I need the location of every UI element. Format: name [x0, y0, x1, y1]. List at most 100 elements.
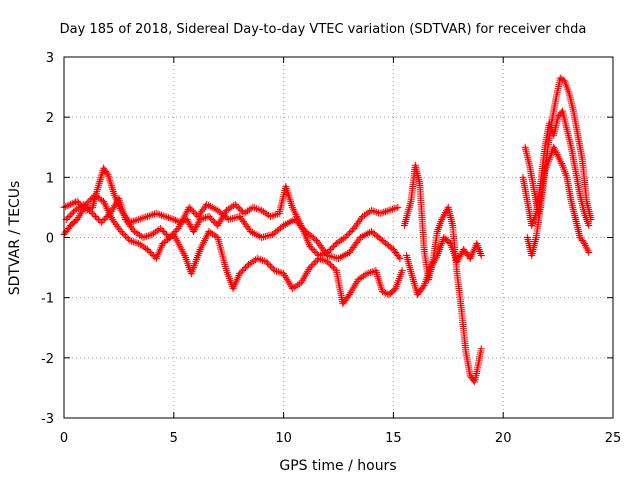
data-point	[372, 267, 380, 275]
data-point	[267, 231, 275, 239]
data-point	[100, 197, 108, 205]
data-point	[85, 197, 93, 205]
x-tick-label: 15	[385, 431, 402, 446]
data-point	[306, 243, 314, 251]
data-point	[131, 238, 139, 246]
data-point	[133, 239, 141, 247]
data-point	[294, 281, 302, 289]
data-point	[199, 240, 207, 248]
data-point	[239, 267, 247, 275]
data-point	[86, 196, 94, 204]
data-point	[333, 254, 341, 262]
data-point	[97, 172, 105, 180]
data-point	[208, 230, 216, 238]
data-point	[201, 235, 209, 243]
data-point	[419, 283, 427, 291]
data-point	[329, 243, 337, 251]
data-point	[381, 208, 389, 216]
data-point	[285, 218, 293, 226]
data-point	[315, 255, 323, 263]
data-point	[167, 232, 175, 240]
data-point	[375, 276, 383, 284]
data-point	[67, 200, 75, 208]
y-axis-title: SDTVAR / TECUs	[7, 181, 23, 296]
data-point	[65, 201, 73, 209]
data-point	[163, 213, 171, 221]
data-point	[343, 232, 351, 240]
x-tick-label: 25	[605, 431, 622, 446]
data-point	[130, 227, 138, 235]
data-point	[161, 229, 169, 237]
data-point	[369, 207, 377, 215]
data-point	[249, 203, 257, 211]
data-point	[354, 276, 362, 284]
data-point	[136, 215, 144, 223]
data-point	[250, 229, 258, 237]
data-point	[360, 272, 368, 280]
data-point	[236, 205, 244, 213]
x-tick-label: 10	[275, 431, 292, 446]
data-point	[107, 180, 115, 188]
data-point	[233, 202, 241, 210]
data-point	[410, 279, 418, 287]
data-point	[126, 237, 134, 245]
y-tick-labels: -3 -2 -1 0 1 2 3	[41, 51, 54, 427]
data-point	[289, 205, 297, 213]
data-point	[162, 230, 170, 238]
data-point	[252, 205, 260, 213]
data-point	[268, 212, 276, 220]
data-point	[202, 233, 210, 241]
data-point	[432, 253, 440, 261]
data-point	[328, 262, 336, 270]
data-point	[266, 212, 274, 220]
data-point	[138, 214, 146, 222]
data-point	[149, 211, 157, 219]
data-point	[553, 150, 561, 158]
data-point	[149, 252, 157, 260]
data-point	[67, 211, 75, 219]
data-point	[374, 274, 382, 282]
data-point	[143, 232, 151, 240]
data-point	[389, 205, 397, 213]
data-point	[375, 278, 383, 286]
data-point	[583, 245, 591, 253]
data-point	[245, 206, 253, 214]
data-point	[101, 201, 109, 209]
data-point	[198, 215, 206, 223]
data-point	[165, 234, 173, 241]
data-point	[378, 288, 386, 296]
data-point	[103, 205, 111, 213]
data-point	[320, 256, 328, 264]
data-point	[83, 203, 91, 211]
data-point	[287, 198, 295, 206]
data-point	[156, 211, 164, 219]
series-trace-c	[62, 194, 404, 263]
data-point	[363, 270, 371, 278]
data-point	[102, 203, 110, 211]
data-point	[262, 258, 270, 266]
data-point	[65, 212, 73, 220]
data-point	[558, 159, 566, 167]
data-point	[68, 200, 76, 208]
data-point	[587, 215, 595, 223]
data-point	[129, 238, 137, 246]
data-point	[371, 208, 379, 216]
data-point	[288, 285, 296, 293]
data-point	[133, 216, 141, 224]
data-point	[555, 154, 563, 162]
data-point	[380, 288, 388, 296]
data-point	[226, 204, 234, 212]
chart-title: Day 185 of 2018, Sidereal Day-to-day VTE…	[60, 22, 587, 37]
data-point	[154, 210, 162, 218]
data-point	[246, 259, 254, 267]
data-point	[136, 231, 144, 239]
data-point	[136, 241, 144, 249]
data-point	[140, 214, 148, 222]
data-point	[380, 208, 388, 216]
data-point	[362, 230, 370, 238]
data-point	[556, 156, 564, 164]
data-point	[211, 218, 219, 226]
data-point	[97, 218, 105, 226]
data-point	[131, 217, 139, 225]
data-point	[103, 169, 111, 177]
